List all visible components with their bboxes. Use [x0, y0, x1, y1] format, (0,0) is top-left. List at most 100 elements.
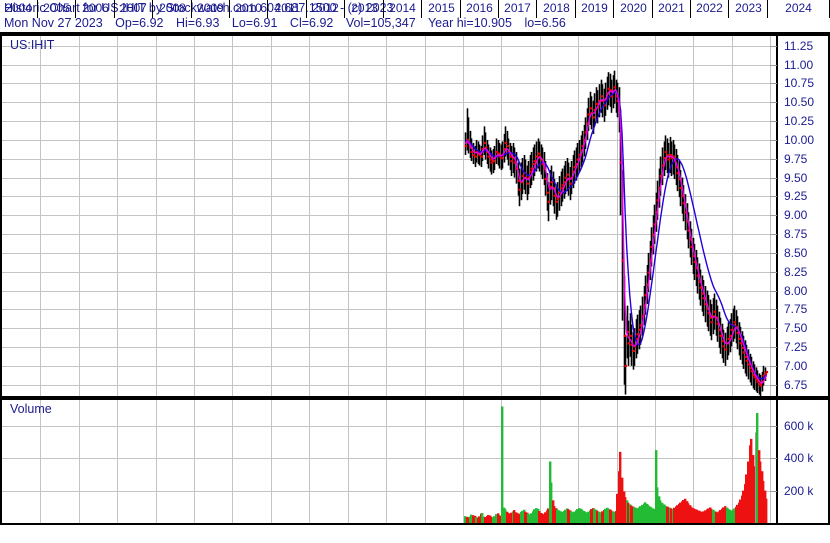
x-axis-year-2018: 2018 — [538, 0, 576, 18]
quote-year-low: lo=6.56 — [524, 16, 566, 30]
gridline-vertical — [232, 36, 233, 396]
price-axis-label: 10.25 — [784, 114, 815, 128]
price-axis-label: 10.00 — [784, 133, 815, 147]
price-panel-title: US:IHIT — [10, 38, 55, 52]
x-axis-year-2013: 2013 — [346, 0, 384, 18]
gridline-horizontal — [2, 102, 778, 103]
x-axis-year-2014: 2014 — [384, 0, 422, 18]
gridline-horizontal — [2, 328, 778, 329]
x-axis-year-2017: 2017 — [499, 0, 537, 18]
gridline-horizontal — [2, 458, 778, 459]
gridline-vertical — [425, 36, 426, 396]
gridline-horizontal — [2, 215, 778, 216]
x-axis-year-2010: 2010 — [230, 0, 268, 18]
quote-high: Hi=6.93 — [175, 16, 220, 30]
price-axis-tick — [770, 385, 777, 386]
gridline-vertical — [79, 400, 80, 523]
gridline-vertical — [693, 400, 694, 523]
x-axis-year-2008: 2008 — [154, 0, 192, 18]
volume-axis-tick — [770, 426, 777, 427]
price-axis-label: 7.50 — [784, 321, 808, 335]
x-axis-year-2006: 2006 — [77, 0, 115, 18]
quote-date: Mon Nov 27 2023 — [4, 16, 103, 30]
gridline-horizontal — [2, 291, 778, 292]
moving-average-short-line — [464, 89, 768, 385]
price-axis-scale: 11.25 11.00 10.75 10.50 10.25 10.00 9.75 9.50 9.… — [770, 36, 828, 396]
gridline-vertical — [617, 400, 618, 523]
gridline-vertical — [117, 400, 118, 523]
price-axis-tick — [770, 328, 777, 329]
gridline-horizontal — [2, 385, 778, 386]
gridline-vertical — [271, 36, 272, 396]
volume-axis-label: 600 k — [784, 419, 814, 433]
price-axis-tick — [770, 347, 777, 348]
price-axis-tick — [770, 121, 777, 122]
price-axis-label: 10.50 — [784, 95, 815, 109]
gridline-vertical — [40, 400, 41, 523]
quote-low: Lo=6.91 — [231, 16, 278, 30]
price-axis-tick — [770, 140, 777, 141]
gridline-horizontal — [2, 121, 778, 122]
quote-close: Cl=6.92 — [289, 16, 334, 30]
gridline-vertical — [79, 36, 80, 396]
chart-header: Historic Chart for US:IHIT by Stockwatch… — [0, 0, 830, 34]
gridline-vertical — [194, 400, 195, 523]
gridline-vertical — [578, 400, 579, 523]
gridline-vertical — [540, 400, 541, 523]
price-axis-label: 6.75 — [784, 378, 808, 392]
price-axis-tick — [770, 196, 777, 197]
gridline-horizontal — [2, 426, 778, 427]
price-plot-area: US:IHIT — [2, 36, 778, 396]
x-axis-year-2019: 2019 — [576, 0, 614, 18]
gridline-vertical — [655, 36, 656, 396]
x-axis-year-2020: 2020 — [615, 0, 653, 18]
gridline-horizontal — [2, 347, 778, 348]
gridline-vertical — [732, 400, 733, 523]
gridline-vertical — [425, 400, 426, 523]
gridline-vertical — [348, 400, 349, 523]
x-axis-year-2016: 2016 — [461, 0, 499, 18]
volume-chart-panel: Volume 600 k 400 k 200 k — [0, 398, 830, 525]
gridline-vertical — [156, 36, 157, 396]
price-chart-panel: US:IHIT 11.25 11.00 10.75 10.50 10.25 10.00 9.… — [0, 34, 830, 398]
volume-axis-label: 200 k — [784, 484, 814, 498]
x-axis-year-2021: 2021 — [653, 0, 691, 18]
volume-plot-area: Volume — [2, 400, 778, 523]
gridline-vertical — [194, 36, 195, 396]
x-axis-year-2024: 2024 — [768, 0, 830, 18]
price-axis-tick — [770, 83, 777, 84]
x-axis-year-2007: 2007 — [115, 0, 153, 18]
price-axis-tick — [770, 102, 777, 103]
price-axis-tick — [770, 253, 777, 254]
price-axis-tick — [770, 46, 777, 47]
price-axis-label: 8.50 — [784, 246, 808, 260]
gridline-vertical — [617, 36, 618, 396]
candlestick-bars — [464, 70, 768, 396]
price-axis-label: 9.25 — [784, 189, 808, 203]
price-axis-label: 11.25 — [784, 39, 814, 53]
gridline-vertical — [540, 36, 541, 396]
gridline-vertical — [463, 36, 464, 396]
quote-year-high: Year hi=10.905 — [427, 16, 512, 30]
quote-volume: Vol=105,347 — [345, 16, 416, 30]
gridline-vertical — [463, 400, 464, 523]
gridline-horizontal — [2, 491, 778, 492]
gridline-horizontal — [2, 366, 778, 367]
price-axis-tick — [770, 366, 777, 367]
gridline-vertical — [309, 36, 310, 396]
price-axis-label: 8.75 — [784, 227, 808, 241]
gridline-horizontal — [2, 272, 778, 273]
volume-bars — [464, 406, 768, 523]
x-axis-year-2022: 2022 — [691, 0, 729, 18]
x-axis-year-2015: 2015 — [423, 0, 461, 18]
close-tick-marks — [464, 86, 769, 387]
gridline-horizontal — [2, 196, 778, 197]
gridline-vertical — [40, 36, 41, 396]
price-axis-label: 7.75 — [784, 302, 808, 316]
gridline-horizontal — [2, 140, 778, 141]
price-axis-label: 7.00 — [784, 359, 808, 373]
gridline-vertical — [156, 400, 157, 523]
gridline-vertical — [386, 36, 387, 396]
gridline-horizontal — [2, 65, 778, 66]
